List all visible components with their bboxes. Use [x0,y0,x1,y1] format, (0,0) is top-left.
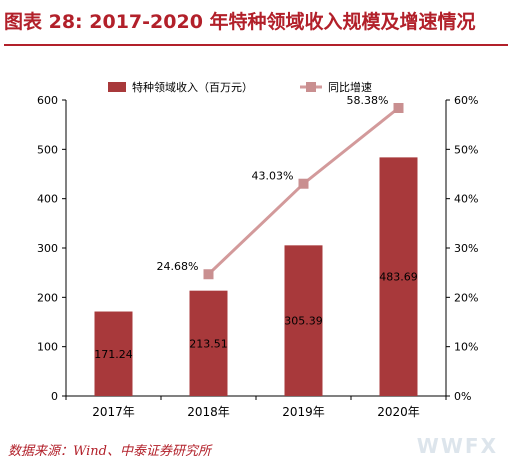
left-tick-label: 400 [37,193,58,206]
axes: 0 100 200 300 400 500 600 0% 10% 20% 30% 40% 50% 60% 2… [37,94,478,419]
x-tick-label: 2020年 [377,405,420,419]
legend-line-label: 同比增速 [328,80,372,94]
bar-value-label: 483.69 [379,271,418,284]
right-tick-label: 0% [454,390,471,403]
bar [379,157,418,396]
legend-bar-label: 特种领域收入（百万元） [132,80,253,94]
bar [94,311,133,396]
growth-value-label: 43.03% [252,170,294,183]
left-tick-label: 500 [37,143,58,156]
growth-point [393,102,404,113]
growth-point [298,178,309,189]
x-tick-label: 2018年 [187,405,230,419]
chart: 0 100 200 300 400 500 600 0% 10% 20% 30% 40% 50% 60% 2… [37,80,478,419]
left-tick-label: 100 [37,341,58,354]
left-tick-label: 0 [51,390,58,403]
right-tick-label: 60% [454,94,478,107]
bar-value-label: 171.24 [94,348,133,361]
chart-title: 图表 28: 2017-2020 年特种领域收入规模及增速情况 [4,11,476,33]
legend: 特种领域收入（百万元） 同比增速 [108,80,372,94]
growth-value-label: 24.68% [157,260,199,273]
right-tick-label: 10% [454,341,478,354]
legend-line-marker [306,82,316,92]
source-note: 数据来源：Wind、中泰证券研究所 [8,444,211,459]
bars [94,157,418,396]
growth-line [203,102,404,280]
right-tick-label: 20% [454,291,478,304]
left-tick-label: 300 [37,242,58,255]
title-rule [4,44,508,46]
left-tick-label: 600 [37,94,58,107]
growth-value-label: 58.38% [347,94,389,107]
bar [284,245,323,396]
bar-value-label: 213.51 [189,337,228,350]
x-tick-label: 2019年 [282,405,325,419]
data-labels: 171.24 213.51 305.39 483.69 24.68% 43.03% 58.3… [94,94,418,361]
growth-point [203,269,214,280]
watermark: WWFX [416,434,498,458]
bar-value-label: 305.39 [284,315,323,328]
right-tick-label: 40% [454,193,478,206]
left-tick-label: 200 [37,291,58,304]
bar [189,290,228,396]
right-tick-label: 30% [454,242,478,255]
right-tick-label: 50% [454,143,478,156]
legend-bar-swatch [108,82,126,92]
x-tick-label: 2017年 [92,405,135,419]
